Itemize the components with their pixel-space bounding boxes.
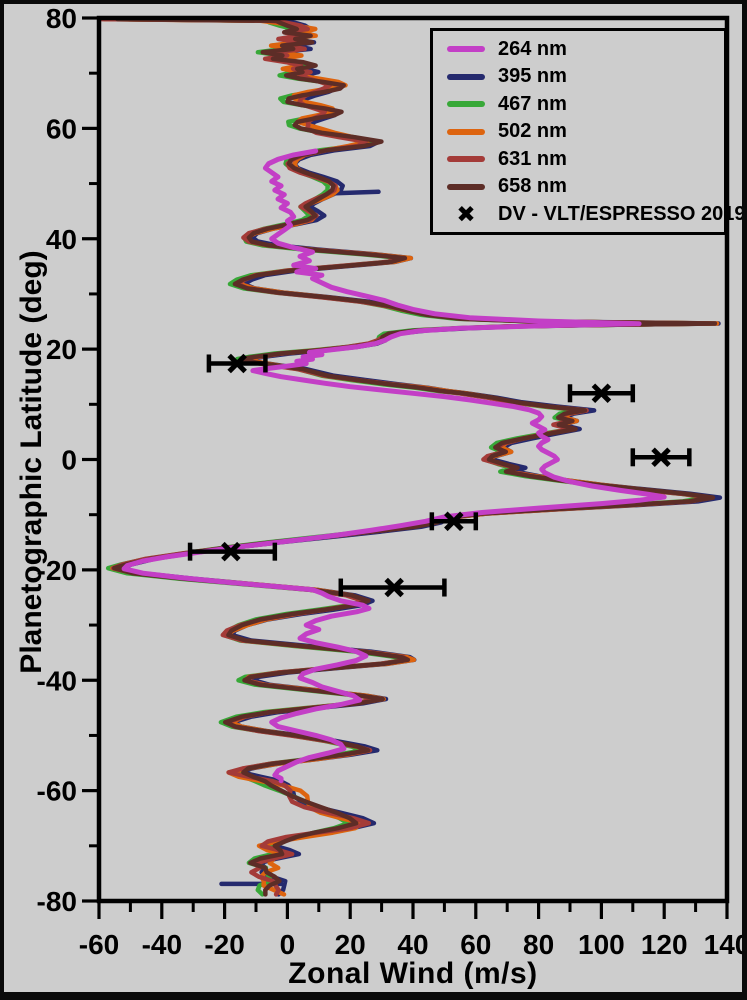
legend-item-395nm: 395 nm [447, 63, 724, 91]
series-264nm [121, 148, 667, 784]
x-axis-title: Zonal Wind (m/s) [288, 957, 538, 990]
legend-label: DV - VLT/ESPRESSO 2019 [498, 202, 746, 225]
x-marker [227, 353, 247, 374]
line-swatch-395nm-icon [447, 73, 485, 80]
line-swatch-631nm-icon [447, 156, 485, 162]
x-tick-label: 20 [335, 929, 366, 960]
plot-frame [96, 15, 730, 904]
x-tick-label: 100 [578, 929, 625, 960]
x-tick-label: -20 [204, 929, 244, 960]
legend-item-264nm: 264 nm [447, 35, 724, 63]
y-tick-label: 40 [46, 224, 77, 255]
legend: 264 nm 395 nm 467 nm 502 nm 631 nm 658 n… [430, 28, 742, 235]
legend-label: 658 nm [498, 175, 567, 197]
x-tick-label: 80 [523, 929, 554, 960]
x-tick-label: 120 [641, 929, 688, 960]
legend-label: 264 nm [498, 37, 567, 60]
legend-label: 502 nm [498, 120, 567, 142]
x-tick-label: -60 [79, 929, 119, 960]
legend-item-467nm: 467 nm [447, 90, 724, 118]
zonal-wind-chart: -60 -40 -20 0 20 40 60 80 100 120 140-80-60-40-200… [37, 4, 747, 960]
line-swatch-658nm-icon [447, 183, 485, 190]
legend-label: 631 nm [498, 147, 567, 170]
x-marker [384, 577, 404, 598]
legend-item-502nm: 502 nm [447, 118, 724, 146]
x-tick-label: 140 [704, 929, 747, 960]
y-axis-title: Planetographic Latitude (deg) [15, 250, 48, 674]
legend-item-dv-vlt-espresso: ✖ DV - VLT/ESPRESSO 2019 [447, 200, 742, 228]
legend-item-631nm: 631 nm [447, 145, 724, 173]
y-tick-label: 60 [46, 113, 77, 144]
series-658nm [112, 16, 718, 897]
y-tick-label: -40 [37, 665, 77, 696]
x-marker [651, 447, 671, 468]
x-marker [444, 511, 464, 532]
x-marker-icon: ✖ [456, 200, 476, 227]
x-tick-label: 0 [280, 929, 296, 960]
x-marker [591, 383, 612, 404]
y-tick-label: -60 [37, 776, 77, 807]
legend-item-658nm: 658 nm [447, 173, 724, 201]
y-tick-label: 0 [61, 445, 77, 476]
line-swatch-264nm-icon [447, 46, 485, 52]
y-tick-label: -80 [37, 886, 77, 917]
y-tick-label: 80 [46, 4, 77, 34]
line-swatch-467nm-icon [447, 101, 485, 107]
x-tick-label: 40 [397, 929, 428, 960]
x-marker [221, 541, 241, 562]
x-tick-label: 60 [460, 929, 491, 960]
x-tick-label: -40 [142, 929, 182, 960]
legend-label: 467 nm [498, 92, 567, 115]
legend-label: 395 nm [498, 65, 567, 87]
y-tick-label: -20 [37, 555, 77, 586]
y-tick-label: 20 [46, 334, 77, 365]
line-swatch-502nm-icon [447, 128, 485, 135]
